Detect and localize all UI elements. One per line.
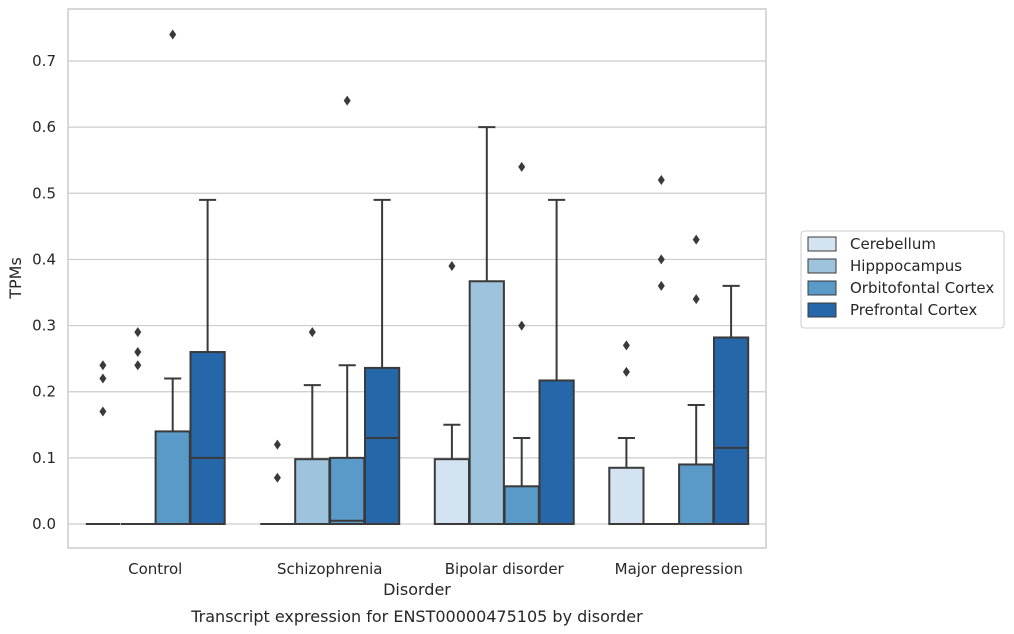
- box-body: [329, 456, 366, 526]
- outlier-marker: [622, 366, 630, 377]
- outlier-marker: [134, 347, 142, 358]
- y-tick-labels: 0.0 0.1 0.2 0.3 0.4 0.5 0.6 0.7: [32, 52, 56, 533]
- box-body: [468, 280, 505, 525]
- box-hipppocampus-bipolar-disorder: [468, 126, 505, 525]
- box-cerebellum-control: [85, 360, 121, 525]
- outlier-marker: [99, 406, 107, 417]
- y-tick-label: 0.3: [32, 317, 56, 335]
- y-tick-label: 0.1: [32, 449, 56, 467]
- outlier-marker: [273, 439, 281, 450]
- outlier-marker: [692, 294, 700, 305]
- outlier-marker: [657, 254, 665, 265]
- legend-label: Orbitofontal Cortex: [850, 279, 994, 297]
- box-body: [503, 485, 540, 526]
- outlier-marker: [308, 327, 316, 338]
- outlier-marker: [134, 360, 142, 371]
- outlier-marker: [622, 340, 630, 351]
- legend-label: Hipppocampus: [850, 257, 962, 275]
- plot-frame: [67, 8, 767, 549]
- legend-label: Prefrontal Cortex: [850, 301, 977, 319]
- box-hipppocampus-control: [120, 327, 155, 525]
- outlier-marker: [134, 327, 142, 338]
- box-orbitofontal-cortex-control: [154, 29, 191, 525]
- box-body: [433, 458, 471, 525]
- x-tick-label: Major depression: [615, 560, 743, 578]
- box-cerebellum-bipolar-disorder: [433, 261, 471, 525]
- box-body: [608, 466, 645, 525]
- outlier-marker: [169, 29, 177, 40]
- legend-swatch: [807, 302, 837, 318]
- box-body: [154, 430, 191, 525]
- x-axis-title: Disorder: [383, 580, 451, 599]
- outlier-marker: [273, 472, 281, 483]
- legend: Cerebellum Hipppocampus Orbitofontal Corte…: [800, 230, 1005, 329]
- box-prefrontal-cortex-bipolar-disorder: [538, 198, 575, 525]
- box-body: [678, 463, 715, 526]
- x-tick-label: Schizophrenia: [277, 560, 382, 578]
- y-tick-label: 0.2: [32, 383, 56, 401]
- outlier-marker: [99, 373, 107, 384]
- y-tick-label: 0.6: [32, 118, 56, 136]
- chart-caption: Transcript expression for ENST0000047510…: [190, 607, 643, 626]
- y-axis-title: TPMs: [6, 257, 25, 300]
- box-prefrontal-cortex-control: [189, 198, 226, 525]
- box-body: [712, 336, 750, 525]
- box-body: [363, 366, 401, 525]
- box-body: [294, 458, 331, 525]
- y-tick-label: 0.0: [32, 515, 56, 533]
- outlier-marker: [692, 234, 700, 245]
- outlier-marker: [657, 175, 665, 186]
- box-hipppocampus-major-depression: [644, 175, 679, 525]
- box-body: [538, 379, 575, 525]
- x-tick-label: Bipolar disorder: [445, 560, 565, 578]
- box-plots: [85, 29, 750, 526]
- y-tick-label: 0.5: [32, 184, 56, 202]
- outlier-marker: [448, 261, 456, 272]
- box-cerebellum-major-depression: [608, 340, 645, 525]
- legend-swatch: [807, 280, 837, 296]
- legend-frame: [800, 230, 1005, 329]
- outlier-marker: [518, 161, 526, 172]
- x-tick-label: Control: [128, 560, 182, 578]
- legend-swatch: [807, 258, 837, 274]
- outlier-marker: [99, 360, 107, 371]
- box-body: [189, 351, 226, 525]
- box-prefrontal-cortex-major-depression: [712, 284, 750, 525]
- y-tick-label: 0.4: [32, 250, 56, 268]
- box-prefrontal-cortex-schizophrenia: [363, 198, 401, 525]
- legend-label: Cerebellum: [850, 235, 936, 253]
- box-hipppocampus-schizophrenia: [294, 327, 331, 525]
- y-tick-label: 0.7: [32, 52, 56, 70]
- box-orbitofontal-cortex-schizophrenia: [329, 95, 366, 526]
- box-cerebellum-schizophrenia: [260, 439, 295, 525]
- x-tick-labels: Control Schizophrenia Bipolar disorder Majo…: [128, 560, 743, 578]
- outlier-marker: [343, 95, 351, 106]
- outlier-marker: [657, 280, 665, 291]
- legend-swatch: [807, 236, 837, 252]
- outlier-marker: [518, 320, 526, 331]
